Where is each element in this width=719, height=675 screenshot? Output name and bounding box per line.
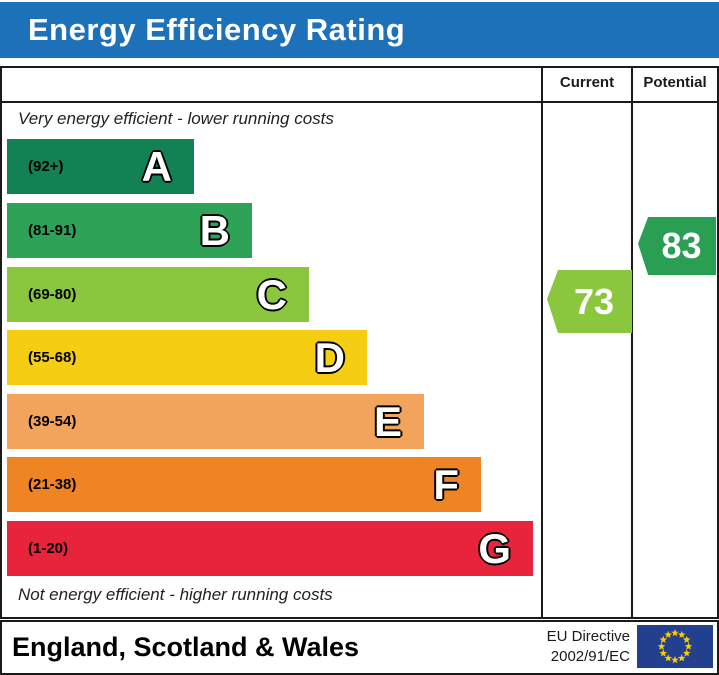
band-letter: F (433, 461, 459, 508)
band-letter: G (478, 525, 511, 572)
column-header-potential: Potential (643, 74, 707, 91)
band-range-label: (1-20) (28, 540, 69, 557)
eu-flag-icon (637, 625, 713, 668)
top-note: Very energy efficient - lower running co… (18, 109, 334, 128)
current-column-divider (541, 66, 543, 619)
current-rating-arrow: 73 (547, 270, 632, 333)
band-row-e: (39-54) E (7, 394, 424, 449)
band-range-label: (21-38) (28, 476, 77, 493)
page-title: Energy Efficiency Rating (28, 12, 406, 47)
current-rating-value: 73 (573, 281, 615, 322)
title-bar: Energy Efficiency Rating (0, 2, 719, 58)
eu-directive-line2: 2002/91/EC (550, 648, 630, 665)
potential-column-divider (631, 66, 633, 619)
band-letter: A (141, 143, 172, 190)
header-row-divider (0, 101, 719, 103)
band-letter: D (314, 334, 345, 381)
band-range-label: (92+) (28, 158, 64, 175)
band-row-a: (92+) A (7, 139, 194, 194)
band-row-g: (1-20) G (7, 521, 533, 576)
band-range-label: (81-91) (28, 222, 77, 239)
region-label: England, Scotland & Wales (12, 632, 360, 662)
bottom-note: Not energy efficient - higher running co… (18, 585, 333, 604)
band-letter: B (199, 207, 230, 254)
potential-rating-value: 83 (661, 225, 702, 266)
band-row-d: (55-68) D (7, 330, 367, 385)
band-range-label: (39-54) (28, 413, 77, 430)
band-row-b: (81-91) B (7, 203, 252, 258)
band-row-c: (69-80) C (7, 267, 309, 322)
band-letter: C (256, 271, 287, 318)
potential-rating-arrow: 83 (638, 217, 716, 275)
eu-directive-text: EU Directive 2002/91/EC (470, 627, 630, 667)
band-letter: E (373, 398, 402, 445)
band-range-label: (55-68) (28, 349, 77, 366)
band-row-f: (21-38) F (7, 457, 481, 512)
eu-directive-line1: EU Directive (546, 628, 630, 645)
band-range-label: (69-80) (28, 286, 77, 303)
footer-bar (0, 620, 719, 675)
column-header-current: Current (559, 74, 615, 91)
